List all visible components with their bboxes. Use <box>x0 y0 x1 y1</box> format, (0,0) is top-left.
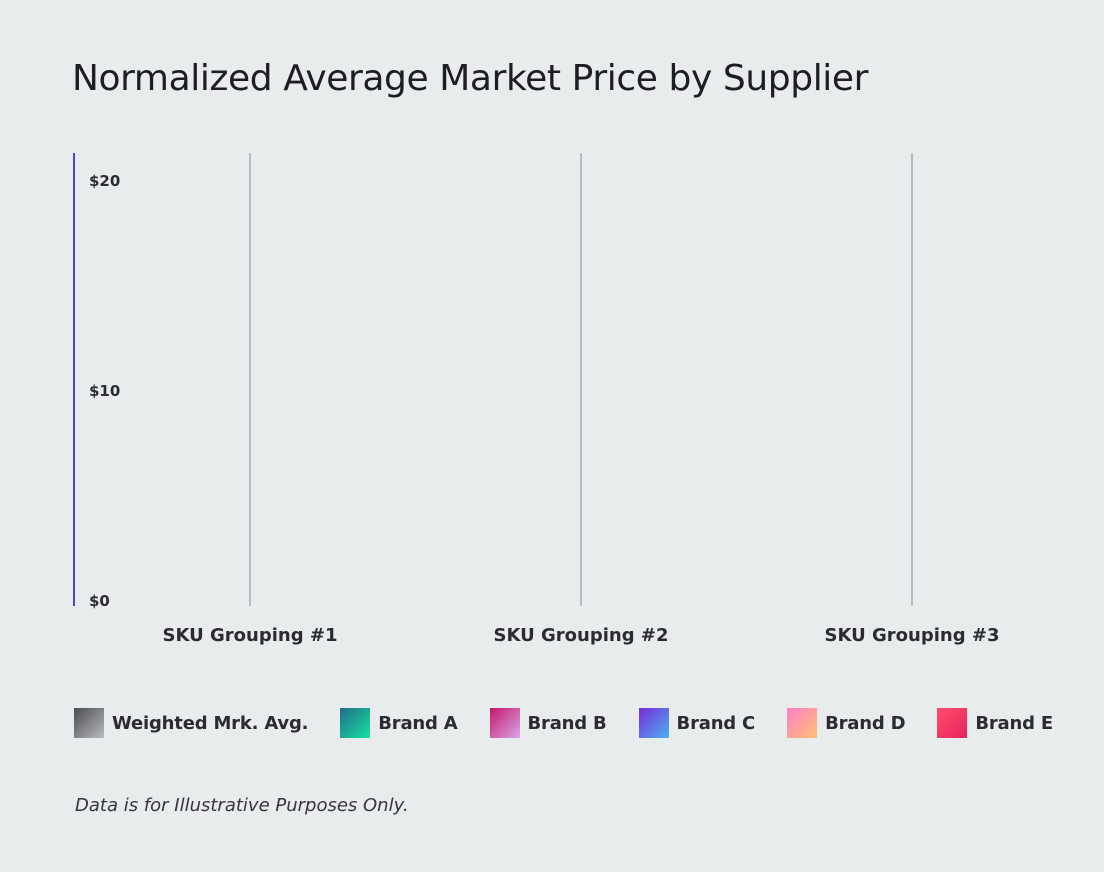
legend-item-weighted-avg[interactable]: Weighted Mrk. Avg. <box>74 708 308 738</box>
x-category-label: SKU Grouping #2 <box>494 625 669 646</box>
chart-legend: Weighted Mrk. Avg. Brand A Brand B Brand… <box>74 706 1085 740</box>
legend-swatch-weighted-avg <box>74 708 104 738</box>
chart-title: Normalized Average Market Price by Suppl… <box>72 58 869 99</box>
legend-swatch-brand-c <box>638 708 669 738</box>
y-tick-label: $20 <box>89 172 120 190</box>
legend-label-weighted-avg: Weighted Mrk. Avg. <box>112 712 309 734</box>
legend-swatch-brand-e <box>937 708 968 738</box>
legend-label-brand-e: Brand E <box>975 712 1053 734</box>
legend-item-brand-b[interactable]: Brand B <box>489 708 607 738</box>
legend-swatch-brand-a <box>340 708 371 738</box>
legend-label-brand-b: Brand B <box>527 712 607 734</box>
legend-item-brand-d[interactable]: Brand D <box>787 708 906 738</box>
legend-item-brand-e[interactable]: Brand E <box>937 708 1053 738</box>
legend-label-brand-c: Brand C <box>676 712 756 734</box>
chart-plot-area: $0 $10 $20 SKU Grouping #1 SKU Grouping #2 SK… <box>73 153 1000 646</box>
legend-swatch-brand-b <box>489 708 520 738</box>
y-tick-label: $10 <box>89 382 120 400</box>
legend-label-brand-d: Brand D <box>825 712 906 734</box>
legend-label-brand-a: Brand A <box>378 712 458 734</box>
chart-footnote: Data is for Illustrative Purposes Only. <box>75 795 409 816</box>
x-category-label: SKU Grouping #1 <box>163 625 338 646</box>
x-category-label: SKU Grouping #3 <box>825 625 1000 646</box>
legend-item-brand-a[interactable]: Brand A <box>340 708 458 738</box>
y-tick-label: $0 <box>89 592 110 610</box>
legend-swatch-brand-d <box>787 708 818 738</box>
legend-item-brand-c[interactable]: Brand C <box>638 708 756 738</box>
